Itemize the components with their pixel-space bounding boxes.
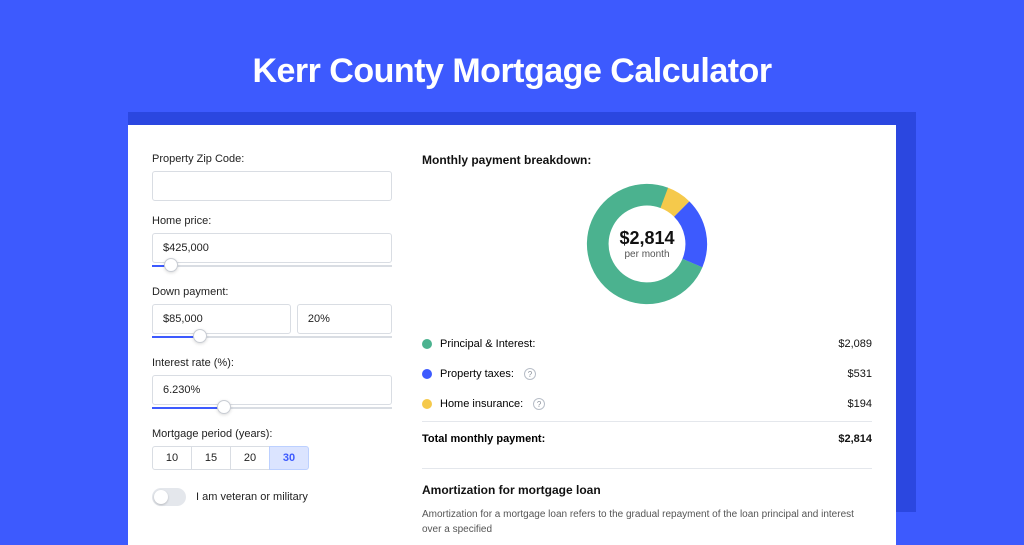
amortization-title: Amortization for mortgage loan <box>422 483 872 497</box>
interest-rate-slider[interactable] <box>152 404 392 414</box>
donut-center: $2,814 per month <box>582 179 712 309</box>
breakdown-title: Monthly payment breakdown: <box>422 153 872 167</box>
veteran-label: I am veteran or military <box>196 491 308 503</box>
field-veteran: I am veteran or military <box>152 488 392 506</box>
field-interest-rate: Interest rate (%): <box>152 357 392 414</box>
slider-track <box>152 265 392 267</box>
period-option-10[interactable]: 10 <box>152 446 192 470</box>
legend-row-total: Total monthly payment: $2,814 <box>422 421 872 454</box>
dot-icon <box>422 339 432 349</box>
dot-icon <box>422 399 432 409</box>
field-zip: Property Zip Code: <box>152 153 392 201</box>
page-title: Kerr County Mortgage Calculator <box>0 0 1024 117</box>
mortgage-period-label: Mortgage period (years): <box>152 428 392 440</box>
slider-thumb[interactable] <box>193 329 207 343</box>
donut-chart: $2,814 per month <box>582 179 712 309</box>
down-payment-slider[interactable] <box>152 333 392 343</box>
field-down-payment: Down payment: <box>152 286 392 343</box>
down-payment-label: Down payment: <box>152 286 392 298</box>
slider-thumb[interactable] <box>164 258 178 272</box>
home-price-label: Home price: <box>152 215 392 227</box>
interest-rate-label: Interest rate (%): <box>152 357 392 369</box>
legend-row-home-insurance: Home insurance: ? $194 <box>422 389 872 419</box>
slider-fill <box>152 407 224 409</box>
slider-thumb[interactable] <box>217 400 231 414</box>
toggle-knob <box>154 490 168 504</box>
period-option-30[interactable]: 30 <box>269 446 309 470</box>
mortgage-period-options: 10152030 <box>152 446 392 470</box>
dot-icon <box>422 369 432 379</box>
down-payment-amount-input[interactable] <box>152 304 291 334</box>
field-home-price: Home price: <box>152 215 392 272</box>
info-icon[interactable]: ? <box>533 398 545 410</box>
donut-amount: $2,814 <box>619 228 674 249</box>
period-option-15[interactable]: 15 <box>191 446 231 470</box>
legend-value: $531 <box>848 368 872 380</box>
field-mortgage-period: Mortgage period (years): 10152030 <box>152 428 392 470</box>
legend: Principal & Interest: $2,089 Property ta… <box>422 329 872 454</box>
donut-sub: per month <box>624 249 669 260</box>
zip-input[interactable] <box>152 171 392 201</box>
breakdown-column: Monthly payment breakdown: $2,814 per mo… <box>422 153 872 545</box>
donut-wrap: $2,814 per month <box>422 179 872 309</box>
legend-label: Total monthly payment: <box>422 433 545 445</box>
legend-row-property-taxes: Property taxes: ? $531 <box>422 359 872 389</box>
info-icon[interactable]: ? <box>524 368 536 380</box>
legend-value: $2,814 <box>838 433 872 445</box>
veteran-toggle[interactable] <box>152 488 186 506</box>
interest-rate-input[interactable] <box>152 375 392 405</box>
zip-label: Property Zip Code: <box>152 153 392 165</box>
legend-label: Property taxes: <box>440 368 514 380</box>
legend-value: $2,089 <box>838 338 872 350</box>
legend-label: Home insurance: <box>440 398 523 410</box>
calculator-panel: Property Zip Code: Home price: Down paym… <box>128 125 896 545</box>
home-price-slider[interactable] <box>152 262 392 272</box>
legend-value: $194 <box>848 398 872 410</box>
legend-label: Principal & Interest: <box>440 338 535 350</box>
down-payment-percent-input[interactable] <box>297 304 392 334</box>
amortization-section: Amortization for mortgage loan Amortizat… <box>422 468 872 537</box>
period-option-20[interactable]: 20 <box>230 446 270 470</box>
home-price-input[interactable] <box>152 233 392 263</box>
legend-row-principal-interest: Principal & Interest: $2,089 <box>422 329 872 359</box>
form-column: Property Zip Code: Home price: Down paym… <box>152 153 392 545</box>
